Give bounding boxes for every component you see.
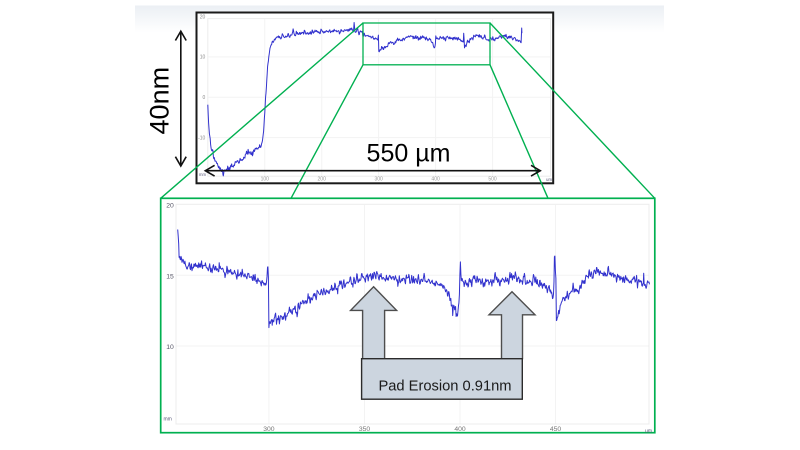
- svg-text:200: 200: [318, 177, 327, 183]
- svg-text:450: 450: [550, 426, 562, 433]
- svg-text:40nm: 40nm: [145, 67, 175, 135]
- svg-text:20: 20: [166, 203, 174, 210]
- svg-text:350: 350: [359, 426, 371, 433]
- svg-text:um: um: [645, 429, 652, 435]
- svg-text:300: 300: [374, 177, 383, 183]
- svg-text:-10: -10: [198, 135, 205, 141]
- svg-text:Pad Erosion 0.91nm: Pad Erosion 0.91nm: [378, 379, 511, 395]
- svg-text:15: 15: [166, 273, 174, 280]
- svg-text:550 µm: 550 µm: [367, 140, 451, 168]
- svg-text:100: 100: [261, 177, 270, 183]
- svg-text:10: 10: [200, 55, 206, 61]
- svg-text:0: 0: [203, 95, 206, 101]
- svg-text:400: 400: [431, 177, 440, 183]
- svg-text:500: 500: [488, 177, 497, 183]
- svg-text:um: um: [546, 177, 552, 182]
- svg-text:400: 400: [454, 426, 466, 433]
- svg-text:mm: mm: [164, 417, 172, 423]
- svg-text:20: 20: [200, 15, 206, 21]
- svg-text:mm: mm: [199, 172, 206, 177]
- svg-text:10: 10: [166, 344, 174, 351]
- svg-text:300: 300: [263, 426, 275, 433]
